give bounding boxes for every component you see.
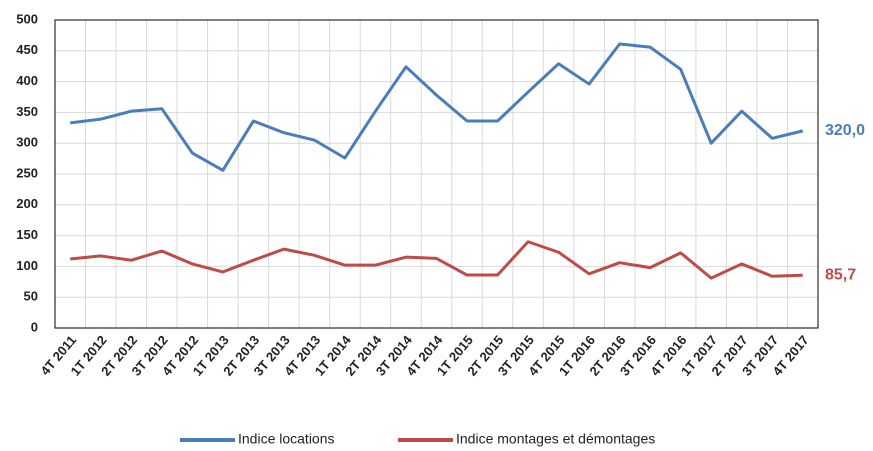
y-tick-label: 200 bbox=[16, 196, 38, 211]
legend-label: Indice montages et démontages bbox=[456, 431, 655, 447]
legend-label: Indice locations bbox=[238, 431, 335, 447]
plot-border bbox=[54, 19, 819, 329]
y-tick-label: 300 bbox=[16, 135, 38, 150]
y-tick-label: 100 bbox=[16, 258, 38, 273]
data-label: 85,7 bbox=[825, 266, 856, 283]
y-tick-label: 500 bbox=[16, 11, 38, 26]
y-tick-label: 400 bbox=[16, 73, 38, 88]
series-line bbox=[70, 42, 804, 172]
y-tick-label: 250 bbox=[16, 165, 38, 180]
data-label: 320,0 bbox=[825, 122, 865, 139]
y-tick-label: 0 bbox=[31, 319, 38, 334]
series-line bbox=[70, 240, 803, 280]
y-tick-label: 350 bbox=[16, 104, 38, 119]
y-tick-label: 450 bbox=[16, 42, 38, 57]
y-tick-label: 50 bbox=[24, 289, 38, 304]
y-tick-label: 150 bbox=[16, 227, 38, 242]
